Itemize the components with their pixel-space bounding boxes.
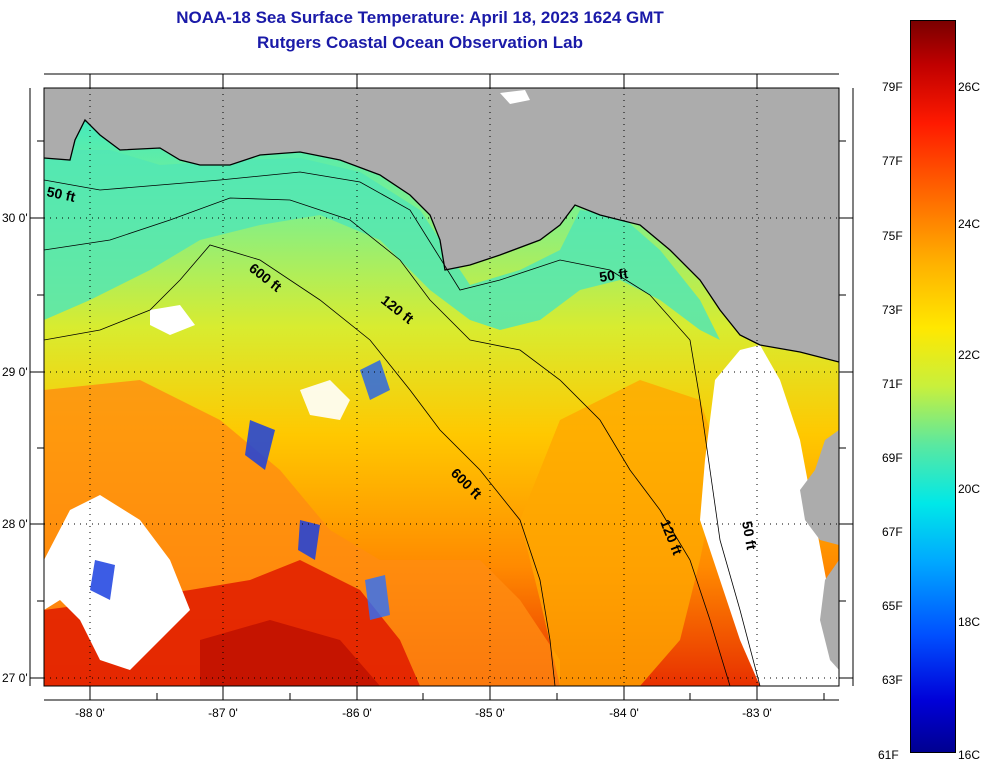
land-peninsula [800, 430, 839, 545]
contour-600ft-line [44, 244, 556, 686]
lon-label: -84 0' [609, 706, 639, 720]
colorbar-label-f: 79F [882, 80, 903, 94]
contour-label-50ft: 50 ft [598, 265, 629, 285]
cloud-east [700, 345, 839, 686]
colorbar-label-c: 24C [958, 217, 981, 231]
cold-pixels-5 [365, 575, 390, 620]
colorbar-label-f: 71F [882, 377, 903, 391]
axis-ticks [29, 73, 854, 701]
cool-coastal-water [44, 150, 720, 340]
colorbar-label-f: 67F [882, 525, 903, 539]
colorbar-label-f: 73F [882, 303, 903, 317]
contour-label-50ft: 50 ft [45, 183, 77, 205]
lat-label: 30 0' [2, 211, 28, 225]
colorbar-label-f: 77F [882, 154, 903, 168]
lake-white [500, 90, 530, 104]
hot-water-core-2 [200, 620, 380, 686]
cloud-central [300, 380, 350, 420]
colorbar-label-f: 63F [882, 673, 903, 687]
east-warm-band [520, 380, 720, 686]
colorbar-label-c: 22C [958, 348, 981, 362]
coastline [44, 118, 839, 363]
contour-label-50ft: 50 ft [739, 520, 760, 551]
colorbar-label-f: 65F [882, 599, 903, 613]
lon-label: -87 0' [208, 706, 238, 720]
colorbar-label-f: 69F [882, 451, 903, 465]
lat-label: 28 0' [2, 517, 28, 531]
cloud-west [44, 495, 190, 670]
contour-50ft-line [44, 171, 761, 686]
colorbar-label-f: 75F [882, 229, 903, 243]
lon-label: -85 0' [475, 706, 505, 720]
land-south-coast [820, 560, 839, 670]
colorbar-label-f: 61F [878, 748, 899, 762]
map-frame [43, 87, 840, 687]
map-subtitle: Rutgers Coastal Ocean Observation Lab [257, 33, 583, 52]
cold-pixels-4 [298, 520, 320, 560]
cold-pixels-2 [90, 560, 115, 600]
lat-label: 27 0' [2, 671, 28, 685]
cloud-small [150, 305, 195, 335]
colorbar-label-c: 16C [958, 748, 981, 762]
contour-120ft-line [44, 197, 731, 686]
lat-label: 29 0' [2, 365, 28, 379]
lon-label: -88 0' [75, 706, 105, 720]
colorbar-label-c: 26C [958, 80, 981, 94]
lon-label: -83 0' [742, 706, 772, 720]
colorbar-label-c: 18C [958, 615, 981, 629]
cold-pixels-1 [245, 420, 275, 470]
map-title: NOAA-18 Sea Surface Temperature: April 1… [176, 8, 664, 27]
cold-pixels-3 [360, 360, 390, 400]
temperature-colorbar [910, 20, 956, 753]
lon-label: -86 0' [342, 706, 372, 720]
colorbar-label-c: 20C [958, 482, 981, 496]
land-mass [44, 88, 839, 362]
grid-lines [44, 88, 839, 686]
